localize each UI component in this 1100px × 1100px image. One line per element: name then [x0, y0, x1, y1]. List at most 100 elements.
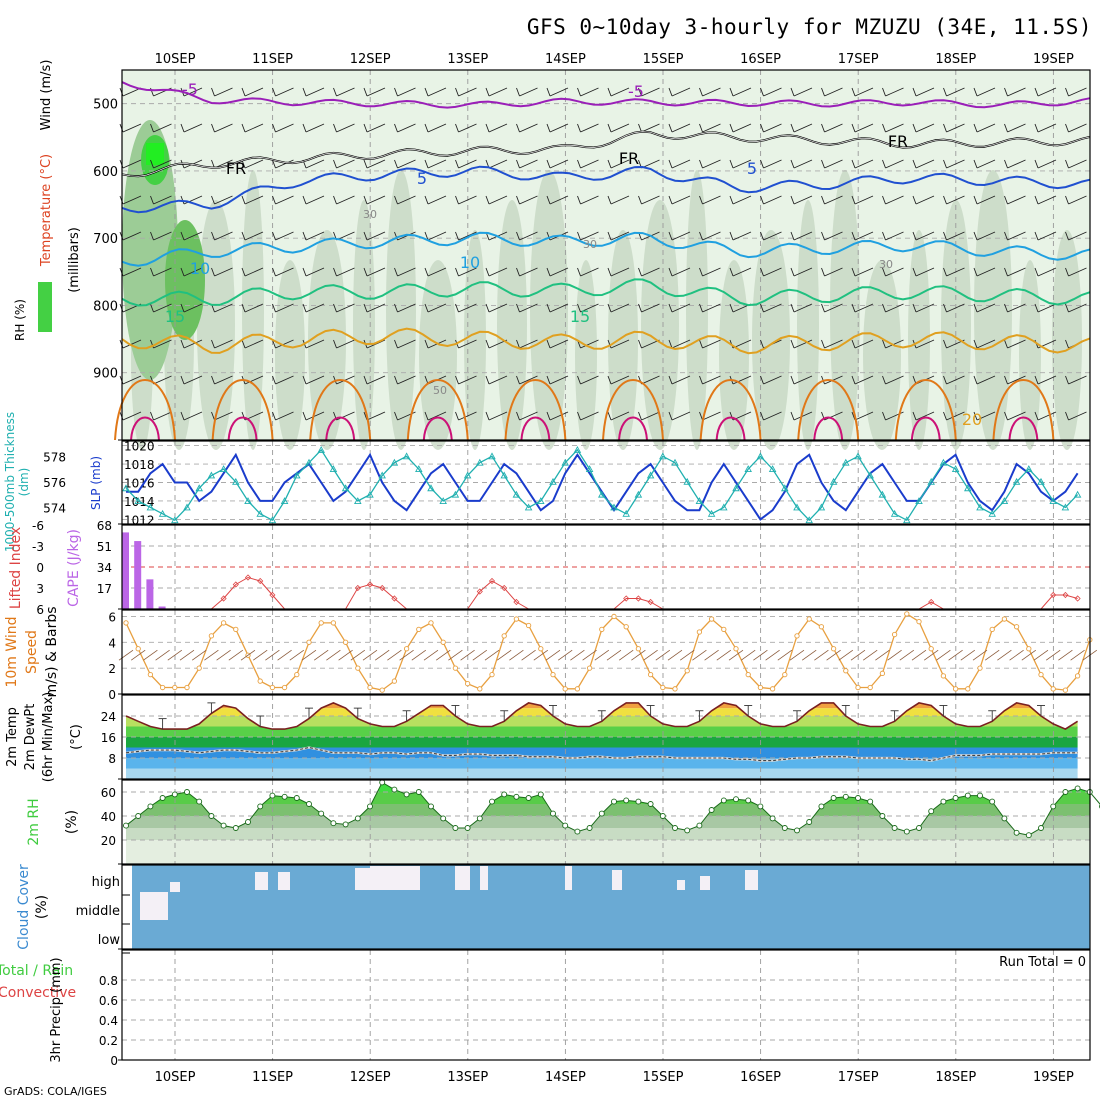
wind-barb-flag [485, 411, 490, 421]
wind-barb-flag [699, 123, 703, 133]
wind-barb-flag [973, 303, 978, 313]
wind-barb-10m [960, 649, 976, 661]
wind-barb [915, 123, 935, 133]
wind-barb-10m [765, 649, 780, 661]
wind-speed-marker [355, 665, 361, 671]
li-tick: 0 [36, 561, 44, 575]
isotherm--5 [121, 81, 1091, 109]
wind-barb-10m [265, 649, 280, 661]
run-total-label: Run Total = 0 [999, 955, 1086, 970]
wind-barb-flag [546, 267, 551, 277]
cloud-clear-gap [745, 870, 758, 890]
rh-band [126, 840, 1090, 864]
wind-barb [153, 267, 172, 277]
wind-barb-10m [936, 649, 951, 661]
wind-barb-10m [228, 649, 244, 661]
wind-speed-marker [233, 626, 239, 633]
date-label-top: 13SEP [447, 52, 488, 67]
wind-barb-flag [912, 87, 917, 97]
wind-barb-10m [643, 649, 658, 661]
wind-barb-flag [211, 411, 215, 421]
rh-marker [318, 810, 325, 817]
wind-barb-flag [363, 375, 368, 385]
thickness-marker [829, 477, 838, 485]
wind-barb [122, 123, 142, 133]
wind-barb-flag [577, 303, 581, 313]
wind-barb [305, 339, 325, 349]
rh-marker [781, 825, 788, 831]
wind-barb-flag [729, 267, 734, 277]
wind-barb-flag [1065, 267, 1069, 277]
wind-barb-flag [1004, 195, 1008, 205]
wind-speed-marker [172, 684, 178, 691]
wind-barb [580, 375, 599, 385]
wind-barb [671, 267, 691, 277]
thickness-marker [305, 458, 313, 466]
precip-legend-total: Total / Rain [0, 963, 73, 979]
wind-speed-marker [208, 633, 215, 639]
wind-barb [1068, 195, 1087, 205]
grads-credit: GrADS: COLA/IGES [4, 1085, 107, 1098]
wind-barb-flag [211, 267, 215, 277]
rh-shading [1019, 260, 1041, 450]
wind-speed-marker [855, 684, 861, 691]
wind-barb [946, 159, 965, 169]
wind-speed-marker [1062, 687, 1069, 693]
rh-marker [1074, 785, 1081, 792]
cape-bar [146, 579, 154, 609]
thickness-marker [1025, 465, 1033, 473]
rh-marker [720, 797, 727, 804]
rh-marker [415, 789, 422, 795]
isotherm-30 [520, 416, 551, 441]
wind-barb-flag [912, 267, 917, 277]
wind-barb [946, 303, 965, 313]
rh-marker [1038, 825, 1044, 831]
rh-marker [708, 807, 715, 813]
wind-barb [244, 195, 264, 205]
wind-barb-10m [423, 649, 439, 661]
wind-barb-flag [607, 123, 612, 133]
wind-barb [580, 303, 599, 313]
wind-barb [976, 123, 996, 133]
cloud-clear-gap [355, 868, 370, 890]
wind-barb [153, 411, 172, 421]
wind-barb [488, 195, 508, 205]
wind-barb [824, 303, 843, 313]
wind-barb-flag [943, 123, 947, 133]
rh-legend-swatch [38, 282, 52, 332]
wind-barb-flag [607, 195, 612, 205]
rh-marker [867, 798, 874, 805]
wind-barb-flag [180, 303, 185, 313]
wind-barb-flag [668, 267, 673, 277]
wind-barb [275, 195, 294, 205]
wind-barb [1068, 267, 1087, 277]
slp-label: SLP (mb) [89, 456, 103, 510]
rh-marker [586, 825, 593, 831]
thickness-marker [232, 477, 240, 485]
wind-speed-marker [916, 618, 922, 625]
contour-label: -5 [628, 82, 644, 101]
cloud-clear-gap [170, 882, 180, 892]
isotherm-FR-inner [121, 131, 1091, 177]
wind-barb [671, 303, 691, 313]
wind-barb-flag [455, 411, 459, 421]
wind-barb-flag [699, 339, 703, 349]
wind-barb-flag [577, 411, 581, 421]
wind-barb [671, 159, 691, 169]
wind-barb [549, 411, 569, 421]
wind-barb-flag [394, 159, 398, 169]
wind-barb [641, 267, 660, 277]
wind-barb [305, 303, 325, 313]
wind-barb-10m [923, 649, 939, 661]
rh-shading [419, 260, 457, 450]
rh-tick: 20 [101, 834, 116, 848]
wind-barb [580, 339, 599, 349]
rh-shading [242, 170, 264, 450]
wind-barb-flag [760, 411, 764, 421]
wind-speed-marker [696, 629, 703, 635]
wind-barb-flag [455, 123, 459, 133]
wind-barb-flag [180, 375, 185, 385]
wind-barb-flag [668, 159, 673, 169]
wind-barb [366, 339, 386, 349]
thickness-marker [268, 516, 277, 524]
